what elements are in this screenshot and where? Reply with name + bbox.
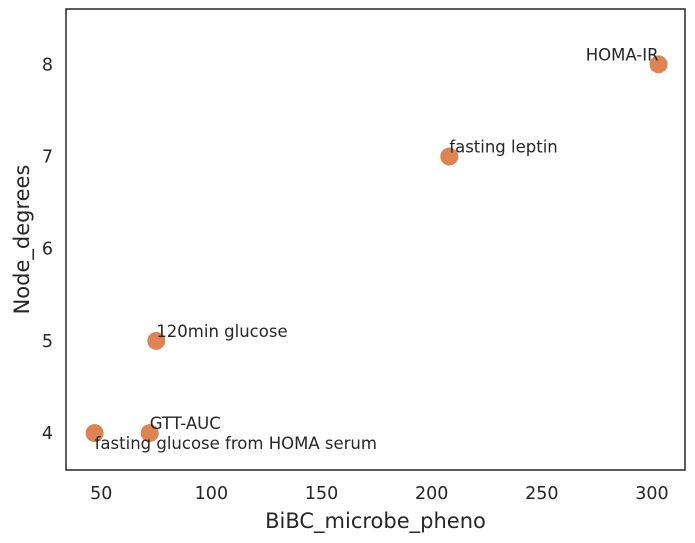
plot-frame [65, 8, 686, 471]
y-axis-label: Node_degrees [10, 165, 35, 315]
point-label: fasting leptin [449, 138, 557, 157]
x-tick-label: 300 [635, 484, 668, 504]
x-tick-label: 100 [195, 484, 228, 504]
x-axis-label: BiBC_microbe_pheno [265, 509, 486, 534]
y-tick-label: 8 [42, 55, 53, 75]
point-label: 120min glucose [156, 322, 287, 341]
data-point [140, 424, 159, 443]
x-tick-label: 150 [305, 484, 338, 504]
y-tick-label: 6 [42, 240, 53, 260]
x-tick-label: 250 [525, 484, 558, 504]
x-tick-label: 50 [90, 484, 112, 504]
point-label: GTT-AUC [150, 414, 221, 433]
y-tick-label: 4 [42, 424, 53, 444]
axis-ticks: 50 100 150 200 250 300 4 5 6 7 8 [42, 55, 669, 504]
y-tick-label: 5 [42, 332, 53, 352]
point-label: fasting glucose from HOMA serum [95, 434, 377, 453]
y-tick-label: 7 [42, 148, 53, 168]
data-points: HOMA-IR fasting leptin 120min glucose GTT-A… [85, 45, 668, 453]
data-point [649, 55, 668, 74]
data-point [85, 424, 104, 443]
point-label: HOMA-IR [586, 45, 659, 64]
data-point [440, 147, 459, 166]
data-point [147, 331, 166, 350]
x-tick-label: 200 [415, 484, 448, 504]
